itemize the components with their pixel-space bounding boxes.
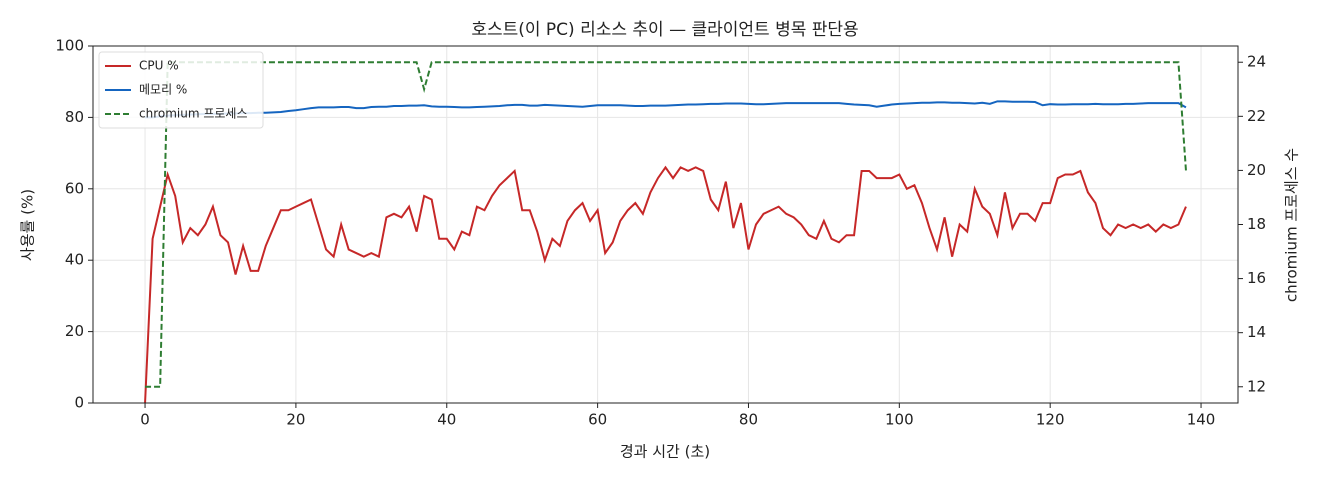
legend-box: [98, 51, 264, 129]
y2-tick-label: 14: [1247, 323, 1266, 341]
chart-title: 호스트(이 PC) 리소스 추이 — 클라이언트 병목 판단용: [471, 20, 858, 40]
x-tick-label: 20: [286, 411, 305, 429]
x-tick-label: 60: [588, 411, 607, 429]
y-tick-label: 80: [65, 108, 84, 126]
series-line: [145, 100, 1187, 119]
y2-tick-label: 24: [1247, 53, 1266, 71]
y2-tick-label: 18: [1247, 215, 1266, 233]
y-tick-label: 0: [74, 394, 84, 412]
x-tick-label: 0: [140, 411, 150, 429]
y-tick-label: 60: [65, 179, 84, 197]
x-tick-label: 100: [885, 411, 914, 429]
legend-label: 메모리 %: [139, 83, 187, 97]
y2-tick-label: 22: [1247, 107, 1266, 125]
x-tick-label: 40: [437, 411, 456, 429]
y-tick-label: 100: [55, 37, 84, 55]
series-line: [145, 61, 1187, 388]
x-tick-label: 120: [1036, 411, 1065, 429]
x-tick-label: 80: [739, 411, 758, 429]
y2-tick-label: 20: [1247, 161, 1266, 179]
legend-label: CPU %: [139, 59, 179, 73]
x-axis-label: 경과 시간 (초): [620, 443, 710, 461]
y-axis-label: 사용률 (%): [19, 189, 37, 261]
plot-frame: [92, 45, 1239, 404]
x-tick-label: 140: [1187, 411, 1216, 429]
legend-label: chromium 프로세스: [139, 107, 248, 121]
y2-axis-label: chromium 프로세스 수: [1283, 148, 1301, 302]
y-tick-label: 40: [65, 251, 84, 269]
y2-tick-label: 12: [1247, 377, 1266, 395]
y2-tick-label: 16: [1247, 269, 1266, 287]
series-line: [144, 165, 1187, 404]
y-tick-label: 20: [65, 322, 84, 340]
